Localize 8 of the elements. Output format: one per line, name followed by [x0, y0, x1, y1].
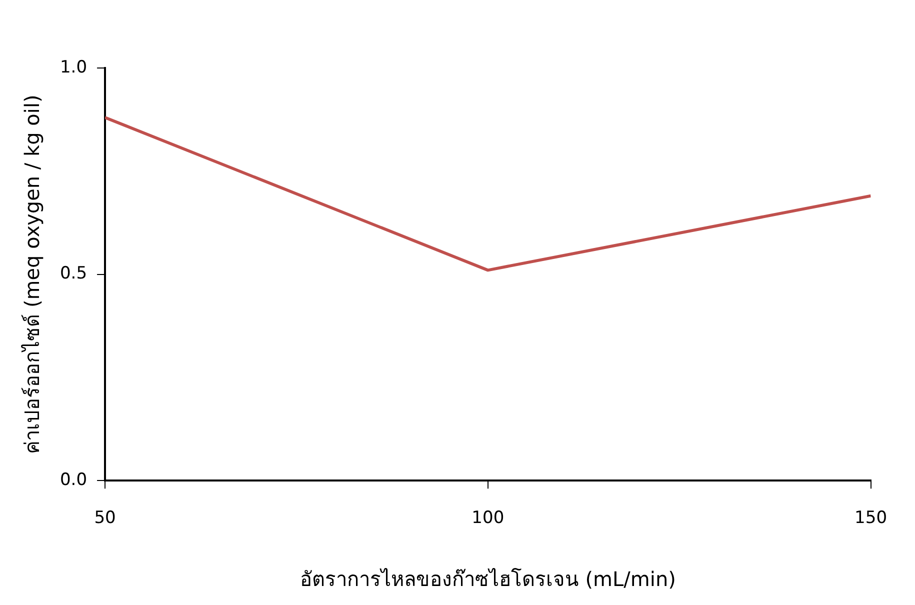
- x-tick-label: 150: [854, 508, 888, 528]
- y-tick-label: 1.0: [60, 57, 88, 78]
- x-axis-title: อัตราการไหลของก๊าซไฮโดรเจน (mL/min): [300, 567, 676, 592]
- y-tick-label: 0.0: [60, 470, 88, 490]
- x-tick-label: 50: [94, 508, 116, 528]
- y-axis-title: ค่าเปอร์ออกไซด์ (meq oxygen / kg oil): [20, 94, 44, 454]
- y-tick-label: 0.5: [60, 264, 88, 284]
- x-tick-label: 100: [472, 508, 504, 528]
